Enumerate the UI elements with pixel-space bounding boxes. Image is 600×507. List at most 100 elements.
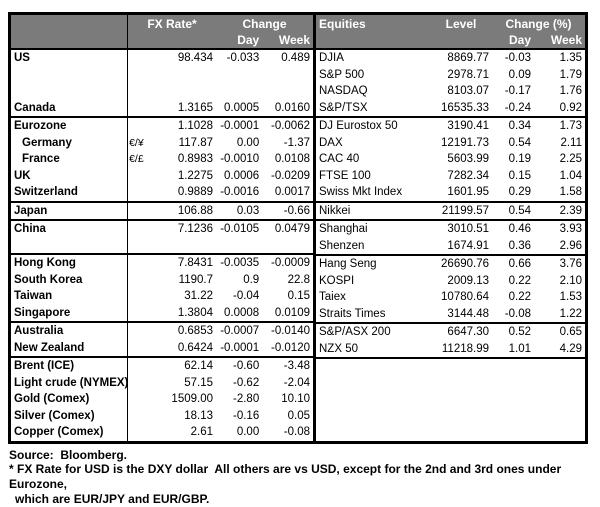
equity-week-cell: 1.73 [534,116,585,135]
fx-name-cell: Hong Kong [11,253,129,272]
fx-day-cell: 0.9 [243,273,260,286]
fx-name-cell: China [11,219,129,238]
fx-row: Light crude (NYMEX) 57.15 -0.62 -2.04 [11,374,315,392]
fx-day-cell: -2.80 [233,393,260,405]
fx-pair-cell [128,375,154,392]
fx-day-cell [216,83,262,100]
equity-week-cell [534,391,585,408]
equity-level-cell [430,408,492,425]
fx-rate-cell: 62.14 [153,356,216,375]
fx-name-cell: New Zealand [11,339,129,357]
equity-level-cell: 2009.13 [447,274,489,287]
equities-header-week: Week [534,32,585,50]
fx-week-cell: 0.489 [281,52,310,64]
equity-day-cell [492,424,534,441]
fx-pair-cell [127,219,154,238]
equity-day-cell: 0.52 [492,322,534,341]
equity-day-cell: -0.03 [504,52,531,64]
fx-week-cell [262,83,314,100]
fx-row: Canada 1.3165 0.0005 0.0160 [11,99,315,117]
fx-rate-cell: 1.3804 [177,306,213,319]
fx-day-cell: -0.60 [216,356,263,375]
fx-header-spacer [127,32,216,50]
fx-row: Hong Kong 7.8431 -0.0035 -0.0009 [11,253,315,272]
equity-row: Shanghai 3010.51 0.46 3.93 [316,219,585,238]
equity-level-cell: 12191.73 [441,136,489,149]
equity-row: NZX 50 11218.99 1.01 4.29 [316,341,585,359]
equity-week-cell: 1.53 [559,291,582,303]
equity-day-cell [492,357,534,375]
fx-header-week: Week [262,32,315,50]
equity-name-cell: DJIA [319,52,344,64]
fx-day-cell: -0.0001 [220,341,260,354]
equity-day-cell: 0.09 [508,68,531,81]
fx-rate-cell: 1.2275 [177,169,213,182]
equity-level-cell: 3144.48 [447,307,489,320]
fx-table-body: US 98.434 -0.033 0.489 Canada 1.3165 0.0005 0.0… [11,49,315,441]
equity-day-cell: -0.17 [504,85,531,97]
equity-day-cell: 0.46 [492,219,534,238]
equity-day-cell [492,375,534,392]
equity-row [316,424,585,441]
fx-header-rowlabel [11,15,129,32]
fx-pair-cell [127,200,154,220]
fx-week-cell: -0.0009 [262,253,315,272]
equity-week-cell: 4.29 [559,342,582,355]
equity-week-cell [534,357,585,375]
fx-header-rate: FX Rate* [127,15,216,32]
fx-row: Singapore 1.3804 0.0008 0.0109 [11,304,315,322]
fx-name-cell: Light crude (NYMEX) [11,374,128,391]
equity-level-cell: 10780.64 [441,291,489,303]
equities-table-header: Equities Level Change (%) Day Week [316,15,585,50]
fx-pair-cell [128,168,154,185]
fx-pair-cell [128,67,154,84]
fx-row: New Zealand 0.6424 -0.0001 -0.0120 [11,339,315,357]
fx-rate-cell: 117.87 [178,136,213,149]
fx-week-cell [262,67,314,84]
equity-level-cell: 26690.76 [430,254,492,273]
equity-row: DJ Eurostox 50 3190.41 0.34 1.73 [316,116,585,135]
equity-name-cell: Nikkei [316,200,430,220]
fx-week-cell: 0.0479 [262,219,315,238]
fx-rate-cell: 0.6424 [177,341,213,354]
equity-week-cell: 1.22 [559,307,582,320]
fx-name-cell: France [11,151,129,168]
equity-row: DAX 12191.73 0.54 2.11 [316,135,585,152]
fx-name-cell: Switzerland [11,184,129,202]
equity-row [316,391,585,408]
fx-pair-cell [128,83,154,100]
fx-rate-cell: 7.8431 [153,253,216,272]
equity-row: S&P/ASX 200 6647.30 0.52 0.65 [316,322,585,341]
equity-day-cell: -0.08 [504,307,531,320]
fx-day-cell [216,67,262,84]
equity-row: Hang Seng 26690.76 0.66 3.76 [316,254,585,273]
equity-level-cell: 5603.99 [447,153,489,165]
fx-row: Brent (ICE) 62.14 -0.60 -3.48 [11,356,315,375]
equities-header-spacer2 [430,32,492,50]
fx-rate-cell: 98.434 [177,52,213,64]
fx-week-cell: 0.0108 [274,153,310,165]
fx-week-cell: -1.37 [283,136,310,149]
fx-pair-cell [127,321,154,340]
fx-row: China 7.1236 -0.0105 0.0479 [11,219,315,238]
fx-day-cell: -0.62 [233,376,260,389]
equity-day-cell [492,408,534,425]
fx-rate-cell [154,238,216,255]
fx-day-cell: -0.04 [233,290,260,302]
equity-name-cell: Swiss Mkt Index [319,186,403,198]
equity-row [316,375,585,392]
fx-rate-cell: 7.1236 [153,219,216,238]
equity-day-cell: 0.29 [508,186,531,198]
fx-day-cell: -0.033 [226,52,260,64]
fx-rate-cell: 0.8983 [177,153,213,165]
equity-row: CAC 40 5603.99 0.19 2.25 [316,151,585,168]
fx-row: Germany €/¥ 117.87 0.00 -1.37 [11,134,315,151]
fx-day-cell: -0.0007 [216,321,263,340]
equity-row: FTSE 100 7282.34 0.15 1.04 [316,168,585,185]
equity-day-cell: 0.19 [508,153,531,165]
equity-row: DJIA 8869.77 -0.03 1.35 [316,49,585,67]
fx-rate-cell: 18.13 [184,409,213,422]
equity-level-cell [430,391,492,408]
fx-week-cell: -0.0140 [262,321,315,340]
equity-level-cell [430,357,492,375]
